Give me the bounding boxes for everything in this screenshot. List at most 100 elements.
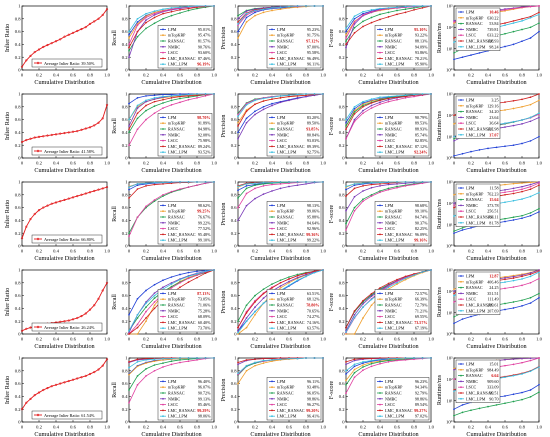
series-point-r4c2-LMC_LPM-2 xyxy=(145,302,147,305)
legend-marker-r5c5-LPM xyxy=(460,363,462,365)
series-point-r4c2-LMC_RANSAC-8 xyxy=(196,276,198,279)
x-tick-label-r2c1-4: 0.8 xyxy=(87,161,93,166)
legend-name-r1c4-LMC_LPM: LMC_LPM xyxy=(385,62,405,67)
series-point-r1c5-LSCC-7 xyxy=(512,7,515,10)
series-point-r3c2-LMC_LPM-3 xyxy=(153,181,156,184)
series-point-r3c2-LMC_LPM-0 xyxy=(128,186,130,188)
legend-name-r2c4-LMC_LPM: LMC_LPM xyxy=(385,150,405,155)
series-point-r3c3-LMC_LPM-8 xyxy=(305,181,307,183)
legend-value-r2c4-LPM: 90.79% xyxy=(415,115,428,120)
series-point-r4c3-LMC_LPM-2 xyxy=(254,310,256,313)
legend-name-r2c3-LPM: LPM xyxy=(277,115,286,120)
series-point-r2c5-LMC_RANSAC-7 xyxy=(512,99,515,102)
x-tick-label-r4c1-0: 0 xyxy=(21,337,24,342)
series-point-r2c3-LMC_LPM-6 xyxy=(288,94,290,97)
legend-value-r3c4-RANSAC: 84.74% xyxy=(415,215,428,220)
series-point-r4c2-LSCC-1 xyxy=(136,323,139,326)
legend-marker-r5c2-LMC_RANSAC xyxy=(162,409,164,412)
legend-name-r4c4-LMC_RANSAC: LMC_RANSAC xyxy=(385,320,413,325)
x-tick-label-r1c5-2: 0.4 xyxy=(485,73,491,78)
x-tick-label-r1c1-3: 0.6 xyxy=(70,73,76,78)
legend-name-r2c3-LMC_LPM: LMC_LPM xyxy=(277,150,297,155)
series-point-r3c4-LSCC-8 xyxy=(413,183,415,186)
series-point-r4c4-mTopKRP-2 xyxy=(362,317,364,319)
inlier-point-r1c1-10 xyxy=(63,35,66,38)
series-point-r1c5-LSCC-0 xyxy=(453,21,455,23)
series-point-r4c2-NMBC-5 xyxy=(170,281,173,284)
series-point-r3c2-LSCC-9 xyxy=(204,182,207,185)
legend-marker-r1c5-RANSAC xyxy=(460,22,462,25)
legend-value-r1c5-RANSAC: 53.84 xyxy=(489,21,498,26)
legend-name-r5c3-LMC_LPM: LMC_LPM xyxy=(277,414,297,419)
x-tick-label-r5c3-1: 0.2 xyxy=(252,425,258,430)
y-axis-label-r1c4: F-score xyxy=(328,28,335,47)
series-point-r3c4-LMC_LPM-5 xyxy=(387,181,390,183)
legend-value-r4c4-RANSAC: 72.79% xyxy=(415,303,428,308)
legend-value-r5c4-LSCC: 89.54% xyxy=(415,402,428,407)
y-tick-label-r1c2-5: 1 xyxy=(125,4,128,9)
series-point-r4c3-NMBC-1 xyxy=(245,317,248,319)
inlier-point-r2c1-20 xyxy=(105,103,109,107)
series-point-r1c4-LPM-2 xyxy=(362,12,364,15)
legend-marker-r5c4-RANSAC xyxy=(379,392,381,394)
series-point-r2c3-LMC_LPM-1 xyxy=(245,104,248,106)
series-point-r4c3-NMBC-6 xyxy=(288,280,290,283)
legend-name-r2c5-mTopKRP: mTopKRP xyxy=(466,103,484,108)
series-point-r2c2-LMC_LPM-0 xyxy=(128,118,130,121)
series-point-r3c3-NMBC-6 xyxy=(288,185,290,188)
inlier-point-r3c1-18 xyxy=(97,188,100,191)
series-point-r4c3-LMC_LPM-9 xyxy=(313,271,316,274)
y-tick-label-r5c2-0: 0 xyxy=(125,420,128,425)
y-tick-label-r2c3-3: 0.6 xyxy=(231,117,237,122)
legend-value-r5c4-NMBC: 98.86% xyxy=(415,396,428,401)
series-point-r1c4-LPM-0 xyxy=(345,30,347,33)
legend-name-r1c3-NMBC: NMBC xyxy=(277,44,289,49)
series-point-r5c5-NMBC-7 xyxy=(512,358,515,360)
series-point-r5c3-LMC_RANSAC-2 xyxy=(254,358,256,361)
y-tick-label-r5c4-0: 0 xyxy=(342,420,345,425)
y-tick-label-r3c4-2: 0.4 xyxy=(339,218,345,223)
x-tick-label-r5c3-0: 0 xyxy=(237,425,240,430)
x-axis-label-r4c4: Cumulative Distribution xyxy=(358,343,418,350)
legend-name-r5c4-LMC_RANSAC: LMC_RANSAC xyxy=(385,408,413,413)
x-tick-label-r1c5-0: 0 xyxy=(453,73,456,78)
series-point-r3c3-LSCC-0 xyxy=(237,206,239,209)
y-tick-label-r4c5-0: 10⁰ xyxy=(446,332,453,337)
legend-value-r4c4-mTopKRP: 66.39% xyxy=(415,297,428,302)
series-point-r4c4-LMC_LPM-9 xyxy=(421,271,424,273)
legend-name-r3c5-LMC_RANSAC: LMC_RANSAC xyxy=(466,215,494,220)
series-point-r5c3-LSCC-0 xyxy=(237,373,239,376)
series-point-r4c5-LPM-0 xyxy=(453,322,455,325)
series-point-r5c3-LMC_LPM-4 xyxy=(271,359,273,361)
series-point-r3c2-LPM-0 xyxy=(128,188,130,191)
series-point-r3c4-NMBC-6 xyxy=(396,183,398,185)
series-point-r4c3-LMC_LPM-8 xyxy=(305,275,307,278)
y-tick-label-r2c5-3: 10³ xyxy=(447,92,454,97)
series-point-r4c2-LSCC-5 xyxy=(170,287,173,289)
legend-marker-r4c2-LMC_LPM xyxy=(162,327,164,330)
series-point-r1c2-NMBC-3 xyxy=(153,14,156,16)
y-tick-label-r1c4-2: 0.4 xyxy=(339,42,345,47)
series-point-r3c2-LMC_RANSAC-0 xyxy=(128,197,130,199)
series-point-r5c5-RANSAC-9 xyxy=(529,395,532,398)
legend-marker-r1c2-NMBC xyxy=(162,45,164,48)
legend-marker-r4c3-LSCC xyxy=(271,315,273,318)
legend-marker-r4c5-NMBC xyxy=(460,292,462,295)
x-tick-label-r4c4-4: 0.8 xyxy=(411,337,417,342)
series-point-r2c2-LMC_RANSAC-3 xyxy=(153,100,156,103)
legend-name-r4c4-mTopKRP: mTopKRP xyxy=(385,297,403,302)
series-point-r4c5-LMC_LPM-9 xyxy=(529,275,532,278)
legend-name-r5c5-LMC_RANSAC: LMC_RANSAC xyxy=(466,391,494,396)
series-point-r5c5-RANSAC-2 xyxy=(470,409,472,412)
legend-value-r4c3-mTopKRP: 68.12% xyxy=(307,297,320,302)
legend-value-r4c4-LPM: 72.57% xyxy=(415,291,428,296)
series-point-r4c3-LMC_LPM-6 xyxy=(288,284,290,287)
x-axis-label-r1c5: Cumulative Distribution xyxy=(466,79,526,86)
series-point-r4c4-LMC_RANSAC-4 xyxy=(379,287,381,289)
series-point-r5c4-LSCC-2 xyxy=(362,369,364,372)
series-point-r2c4-LMC_RANSAC-5 xyxy=(387,97,390,100)
series-point-r1c2-RANSAC-3 xyxy=(153,22,156,25)
x-tick-label-r2c1-1: 0.2 xyxy=(36,161,42,166)
series-point-r3c2-LMC_LPM-1 xyxy=(136,183,139,185)
series-point-r2c4-LMC_RANSAC-2 xyxy=(362,105,364,108)
